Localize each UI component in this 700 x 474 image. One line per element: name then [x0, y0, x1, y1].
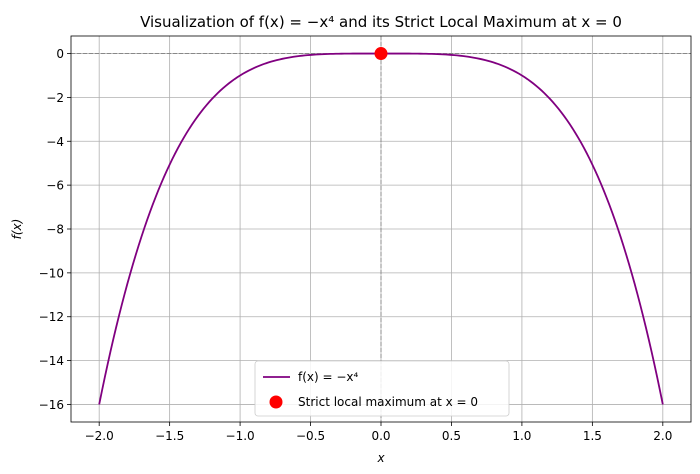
x-axis: −2.0 −1.5 −1.0 −0.5 0.0 0.5 1.0 1.5 2.0 [85, 422, 672, 443]
x-tick-label: 0.0 [371, 429, 390, 443]
legend-label-line: f(x) = −x⁴ [298, 370, 359, 384]
y-tick-label: −10 [39, 266, 64, 280]
x-tick-label: −1.5 [155, 429, 184, 443]
x-tick-label: −1.0 [226, 429, 255, 443]
y-tick-label: −8 [46, 223, 64, 237]
legend-label-point: Strict local maximum at x = 0 [298, 395, 478, 409]
y-tick-label: −16 [39, 398, 64, 412]
x-tick-label: 1.5 [583, 429, 602, 443]
y-axis-label: f(x) [10, 219, 24, 240]
y-tick-label: −14 [39, 354, 64, 368]
y-tick-label: −4 [46, 135, 64, 149]
x-tick-label: 0.5 [442, 429, 461, 443]
x-tick-label: 1.0 [512, 429, 531, 443]
local-maximum-point [374, 47, 388, 61]
x-tick-label: 2.0 [653, 429, 672, 443]
x-axis-label: x [376, 451, 385, 465]
y-tick-label: −2 [46, 91, 64, 105]
legend: f(x) = −x⁴ Strict local maximum at x = 0 [254, 360, 510, 417]
y-tick-label: −12 [39, 310, 64, 324]
chart-title: Visualization of f(x) = −x⁴ and its Stri… [140, 13, 622, 31]
y-tick-label: −6 [46, 179, 64, 193]
legend-point-swatch [269, 395, 283, 409]
y-tick-label: 0 [56, 47, 64, 61]
legend-box [254, 360, 510, 417]
x-tick-label: −2.0 [85, 429, 114, 443]
y-axis: 0 −2 −4 −6 −8 −10 −12 −14 −16 [39, 47, 71, 412]
series-layer [98, 47, 664, 405]
x-tick-label: −0.5 [296, 429, 325, 443]
